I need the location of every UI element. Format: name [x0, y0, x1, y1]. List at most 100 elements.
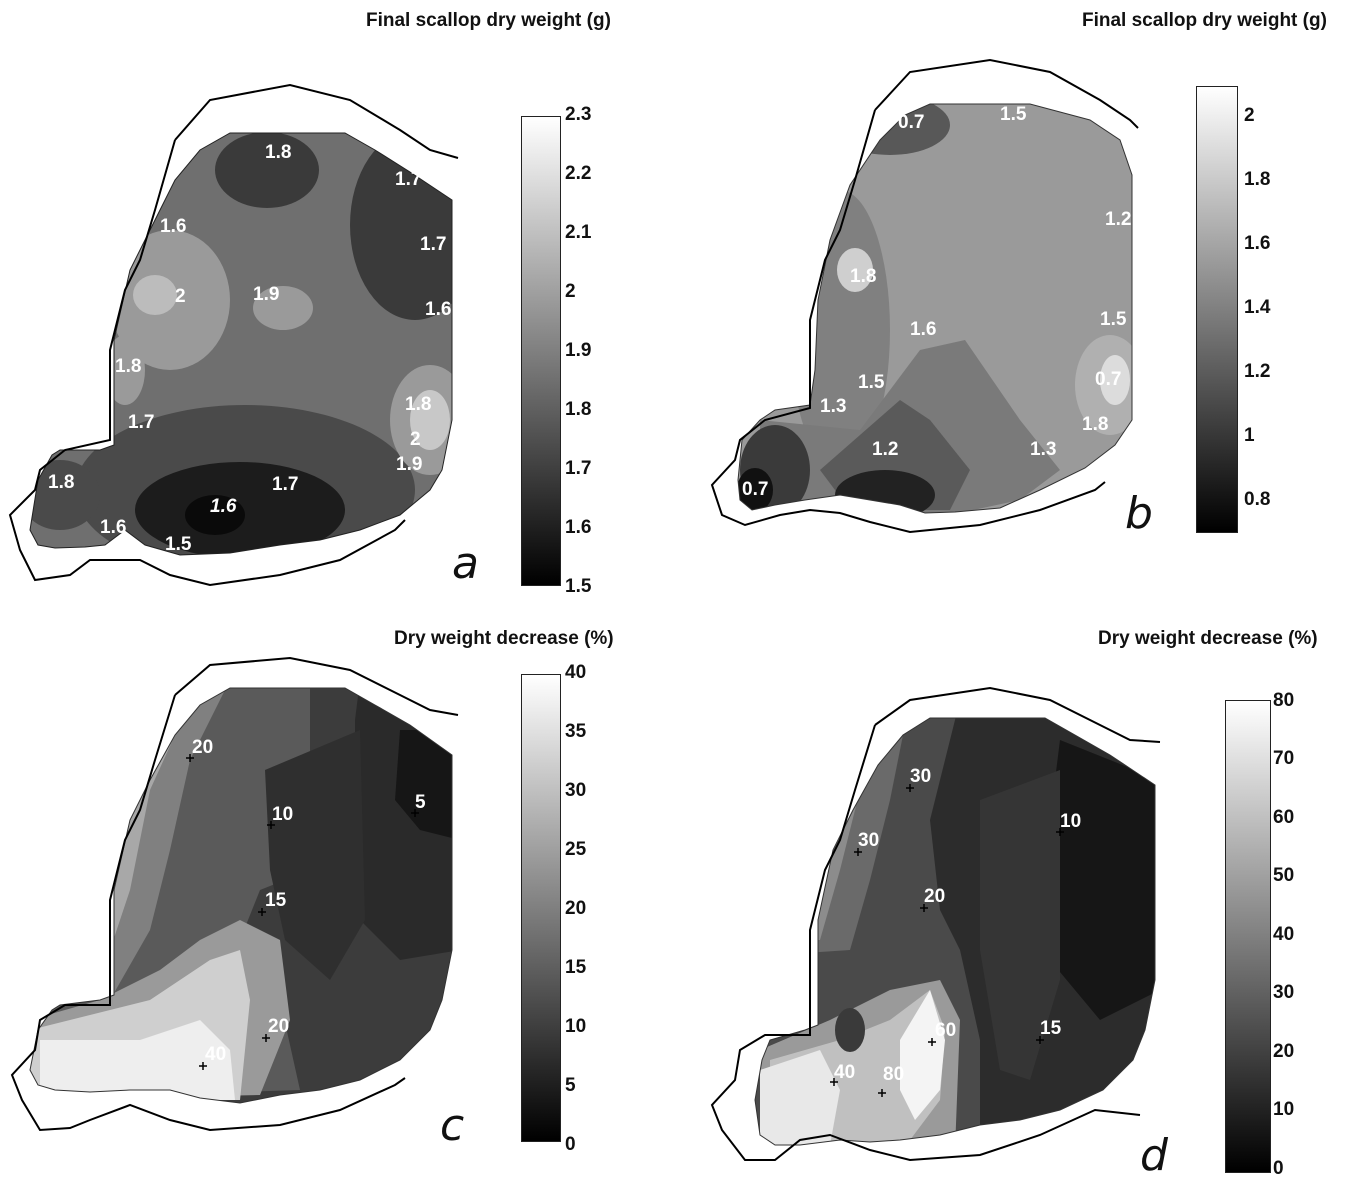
contour-label: 1.8 [265, 142, 291, 163]
panel-b: Final scallop dry weight (g) 0.7 1.5 1.2… [700, 0, 1361, 600]
contour-label: 2 [410, 429, 421, 450]
contour-label: 20 [924, 886, 945, 907]
contour-label: 1.5 [165, 534, 192, 555]
panel-d-map: 30 10 30 20 15 60 40 80 [710, 686, 1161, 1162]
contour-label: 1.7 [272, 474, 298, 495]
colorbar-tick: 70 [1273, 748, 1295, 769]
panel-b-label: b [1125, 488, 1153, 539]
contour-label: 1.8 [48, 472, 74, 493]
contour-label: 1.8 [115, 356, 141, 377]
contour-label: 15 [1040, 1018, 1062, 1039]
panel-b-colorbar [1196, 86, 1238, 533]
contour-label: 2 [175, 286, 186, 307]
contour-label: 10 [272, 804, 293, 825]
contour-label: 1.6 [160, 216, 186, 237]
contour-label: 1.9 [253, 284, 279, 305]
panel-d-title: Dry weight decrease (%) [1098, 628, 1318, 649]
colorbar-tick: 15 [565, 957, 587, 978]
colorbar-tick: 50 [1273, 865, 1295, 886]
colorbar-tick: 10 [565, 1016, 587, 1037]
panel-d: Dry weight decrease (%) 30 10 30 20 15 6… [700, 620, 1361, 1183]
colorbar-tick: 1.8 [1244, 169, 1271, 190]
colorbar-tick: 35 [565, 721, 587, 742]
colorbar-tick: 1.8 [565, 399, 592, 420]
colorbar-tick: 1 [1244, 425, 1255, 446]
colorbar-tick: 40 [565, 662, 587, 683]
colorbar-tick: 1.9 [565, 340, 592, 361]
colorbar-tick: 2 [565, 281, 576, 302]
colorbar-tick: 5 [565, 1075, 576, 1096]
colorbar-tick: 20 [1273, 1041, 1295, 1062]
contour-label: 0.7 [1095, 369, 1121, 390]
colorbar-tick: 1.7 [565, 458, 592, 479]
colorbar-tick: 1.5 [565, 576, 592, 597]
contour-label: 40 [834, 1062, 855, 1083]
colorbar-tick: 2 [1244, 105, 1255, 126]
contour-label: 1.3 [820, 396, 846, 417]
colorbar-tick: 1.6 [565, 517, 592, 538]
colorbar-tick: 1.2 [1244, 361, 1271, 382]
contour-label: 0.7 [898, 112, 924, 133]
panel-b-title: Final scallop dry weight (g) [1082, 10, 1327, 31]
panel-b-map: 0.7 1.5 1.2 1.8 1.5 1.6 1.5 1.3 0.7 1.8 … [710, 58, 1139, 534]
contour-label: 1.7 [395, 169, 421, 190]
colorbar-tick: 1.4 [1244, 297, 1271, 318]
contour-label: 20 [268, 1016, 289, 1037]
colorbar-tick: 80 [1273, 690, 1295, 711]
panel-a: Final scallop dry weight (g) 1.8 1.7 1.7… [0, 0, 680, 600]
colorbar-tick: 2.3 [565, 104, 592, 125]
contour-label: 40 [205, 1044, 226, 1065]
colorbar-tick: 20 [565, 898, 587, 919]
panel-d-colorbar [1225, 700, 1271, 1173]
contour-label: 1.5 [858, 372, 885, 393]
contour-label: 1.2 [872, 439, 898, 460]
panel-c-colorbar-ticks: 40 35 30 25 20 15 10 5 0 [565, 662, 615, 1155]
panel-a-map: 1.8 1.7 1.7 1.6 1.6 2 1.9 1.8 1.7 1.8 2 … [8, 83, 459, 587]
colorbar-tick: 1.6 [1244, 233, 1271, 254]
colorbar-tick: 30 [565, 780, 587, 801]
contour-label: 5 [415, 792, 426, 813]
contour-label: 1.3 [1030, 439, 1056, 460]
panel-a-colorbar [521, 116, 561, 586]
contour-label: 1.7 [420, 234, 446, 255]
contour-label: 60 [935, 1020, 956, 1041]
contour-label: 15 [265, 890, 287, 911]
contour-label: 1.7 [128, 412, 154, 433]
contour-label: 20 [192, 737, 213, 758]
contour-label: 10 [1060, 811, 1081, 832]
contour-label: 80 [883, 1064, 904, 1085]
colorbar-tick: 0 [565, 1134, 576, 1155]
contour-label: 1.6 [910, 319, 936, 340]
contour-label: 1.5 [1000, 104, 1027, 125]
contour-label: 1.2 [1105, 209, 1131, 230]
colorbar-tick: 0 [1273, 1158, 1284, 1179]
panel-b-colorbar-ticks: 2 1.8 1.6 1.4 1.2 1 0.8 [1244, 105, 1294, 525]
panel-c-title: Dry weight decrease (%) [394, 628, 614, 649]
colorbar-tick: 25 [565, 839, 587, 860]
panel-a-title: Final scallop dry weight (g) [366, 10, 611, 31]
colorbar-tick: 40 [1273, 924, 1295, 945]
contour-label: 1.8 [405, 394, 431, 415]
contour-label: 1.6 [100, 517, 126, 538]
contour-label: 1.8 [1082, 414, 1108, 435]
panel-a-colorbar-ticks: 2.3 2.2 2.1 2 1.9 1.8 1.7 1.6 1.5 [565, 104, 615, 598]
colorbar-tick: 30 [1273, 982, 1295, 1003]
contour-label: 1.5 [1100, 309, 1127, 330]
panel-d-colorbar-ticks: 80 70 60 50 40 30 20 10 0 [1273, 690, 1323, 1180]
contour-label: 1.6 [425, 299, 451, 320]
contour-label: 30 [910, 766, 931, 787]
contour-label: 1.9 [396, 454, 422, 475]
panel-d-label: d [1140, 1130, 1168, 1181]
panel-c-colorbar [521, 674, 561, 1142]
panel-c-label: c [440, 1100, 465, 1151]
colorbar-tick: 2.1 [565, 222, 592, 243]
colorbar-tick: 2.2 [565, 163, 592, 184]
colorbar-tick: 60 [1273, 807, 1295, 828]
contour-label: 0.7 [742, 479, 768, 500]
colorbar-tick: 0.8 [1244, 489, 1271, 510]
panel-c-map: 20 10 5 15 20 40 [10, 656, 459, 1132]
contour-label: 30 [858, 830, 879, 851]
contour-label: 1.8 [850, 266, 876, 287]
colorbar-tick: 10 [1273, 1099, 1295, 1120]
contour-label: 1.6 [210, 496, 237, 517]
